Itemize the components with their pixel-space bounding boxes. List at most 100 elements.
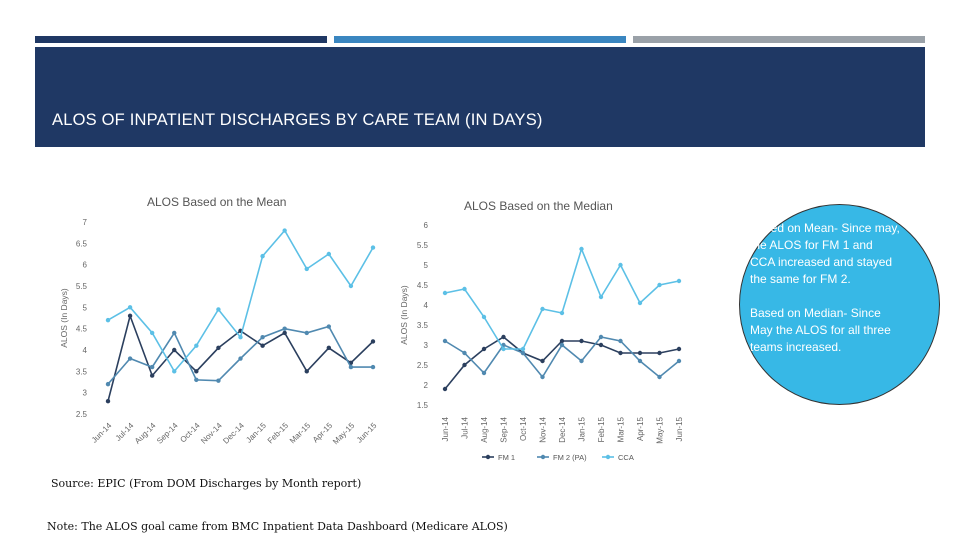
data-point — [216, 378, 221, 383]
x-tick-label: Dec-14 — [558, 416, 567, 442]
callout-circle: Based on Mean- Since may, the ALOS for F… — [739, 204, 940, 405]
data-point — [172, 369, 177, 374]
data-point — [149, 373, 155, 378]
data-point — [442, 386, 448, 392]
series-line-cca — [444, 246, 680, 350]
x-tick-label: Nov-14 — [199, 421, 224, 446]
data-point — [657, 282, 662, 288]
data-point — [127, 356, 133, 361]
x-tick-label: Sep-14 — [500, 416, 509, 442]
x-tick-label: Dec-14 — [221, 421, 246, 446]
data-point — [540, 306, 545, 312]
data-point — [481, 370, 487, 376]
legend-label: FM 2 (PA) — [553, 453, 587, 462]
data-point — [238, 335, 243, 340]
y-tick-label: 5 — [424, 261, 429, 270]
data-point — [304, 330, 309, 336]
x-tick-label: Aug-14 — [480, 416, 489, 442]
legend-label: CCA — [618, 453, 634, 462]
data-point — [304, 266, 309, 272]
data-point — [282, 228, 287, 233]
data-point — [370, 364, 376, 370]
x-tick-label: Feb-15 — [266, 421, 291, 446]
data-point — [149, 364, 155, 370]
data-point — [559, 338, 565, 344]
data-point — [326, 324, 332, 329]
y-axis-label-1: ALOS (In Days) — [59, 288, 69, 348]
data-point — [657, 350, 662, 356]
x-tick-label: Jun-15 — [355, 421, 379, 445]
chart-title-1: ALOS Based on the Mean — [147, 195, 286, 209]
x-tick-label: May-15 — [331, 421, 357, 447]
y-tick-label: 2 — [424, 381, 429, 390]
data-point — [282, 326, 287, 331]
y-tick-label: 3 — [424, 341, 429, 350]
data-point — [442, 338, 448, 344]
data-point — [326, 251, 332, 257]
data-point — [260, 335, 265, 340]
y-tick-label: 1.5 — [417, 401, 429, 410]
y-tick-label: 5.5 — [76, 282, 88, 291]
x-tick-label: May-15 — [656, 416, 665, 443]
data-point — [618, 350, 623, 356]
data-point — [579, 358, 584, 364]
data-point — [194, 369, 199, 374]
data-point — [238, 356, 243, 361]
x-tick-label: Nov-14 — [539, 416, 548, 442]
data-point — [370, 339, 376, 344]
data-point — [260, 343, 265, 348]
x-tick-label: Mar-15 — [617, 416, 626, 442]
data-point — [442, 290, 448, 296]
x-tick-label: Mar-15 — [288, 421, 313, 446]
data-point — [304, 369, 309, 374]
y-tick-label: 7 — [83, 218, 88, 227]
y-tick-label: 6 — [83, 261, 88, 270]
data-point — [540, 358, 545, 364]
data-point — [348, 283, 354, 289]
slide-title: ALOS OF INPATIENT DISCHARGES BY CARE TEA… — [52, 111, 543, 129]
y-tick-label: 4.5 — [76, 325, 88, 334]
y-axis-label-2: ALOS (In Days) — [399, 285, 409, 345]
y-tick-label: 5.5 — [417, 241, 429, 250]
data-point — [105, 381, 111, 387]
data-point — [618, 262, 623, 268]
data-point — [598, 334, 604, 340]
x-tick-label: Jun-15 — [675, 416, 684, 441]
y-tick-label: 3.5 — [417, 321, 429, 330]
callout-median-text: Based on Median- Since May the ALOS for … — [750, 306, 891, 354]
data-point — [216, 345, 221, 351]
data-point — [579, 246, 584, 252]
y-tick-label: 4 — [83, 346, 88, 355]
x-tick-label: Sep-14 — [155, 421, 180, 446]
data-point — [172, 347, 177, 353]
y-tick-label: 6.5 — [76, 239, 88, 248]
x-tick-label: Aug-14 — [133, 421, 158, 446]
data-point — [657, 374, 662, 380]
data-point — [127, 313, 133, 319]
data-point — [676, 278, 682, 284]
legend-label: FM 1 — [498, 453, 515, 462]
y-tick-label: 2.5 — [76, 410, 88, 419]
data-point — [520, 350, 526, 356]
y-tick-label: 6 — [424, 221, 429, 230]
data-point — [598, 294, 604, 300]
data-point — [637, 300, 643, 306]
x-tick-label: Oct-14 — [178, 421, 202, 445]
data-point — [559, 310, 565, 316]
data-point — [105, 317, 111, 323]
chart-title-2: ALOS Based on the Median — [464, 199, 613, 213]
data-point — [194, 377, 199, 383]
x-tick-label: Jul-14 — [461, 416, 470, 438]
x-tick-label: Jun-14 — [441, 416, 450, 441]
data-point — [540, 374, 545, 380]
data-point — [260, 253, 265, 259]
title-banner: ALOS OF INPATIENT DISCHARGES BY CARE TEA… — [35, 47, 925, 147]
data-point — [618, 338, 623, 344]
legend-marker — [540, 454, 546, 460]
source-note: Source: EPIC (From DOM Discharges by Mon… — [51, 477, 362, 490]
goal-note: Note: The ALOS goal came from BMC Inpati… — [47, 520, 508, 533]
data-point — [676, 358, 682, 364]
data-point — [481, 314, 487, 320]
accent-bar-blue — [334, 36, 626, 43]
x-tick-label: Jan-15 — [244, 421, 268, 445]
